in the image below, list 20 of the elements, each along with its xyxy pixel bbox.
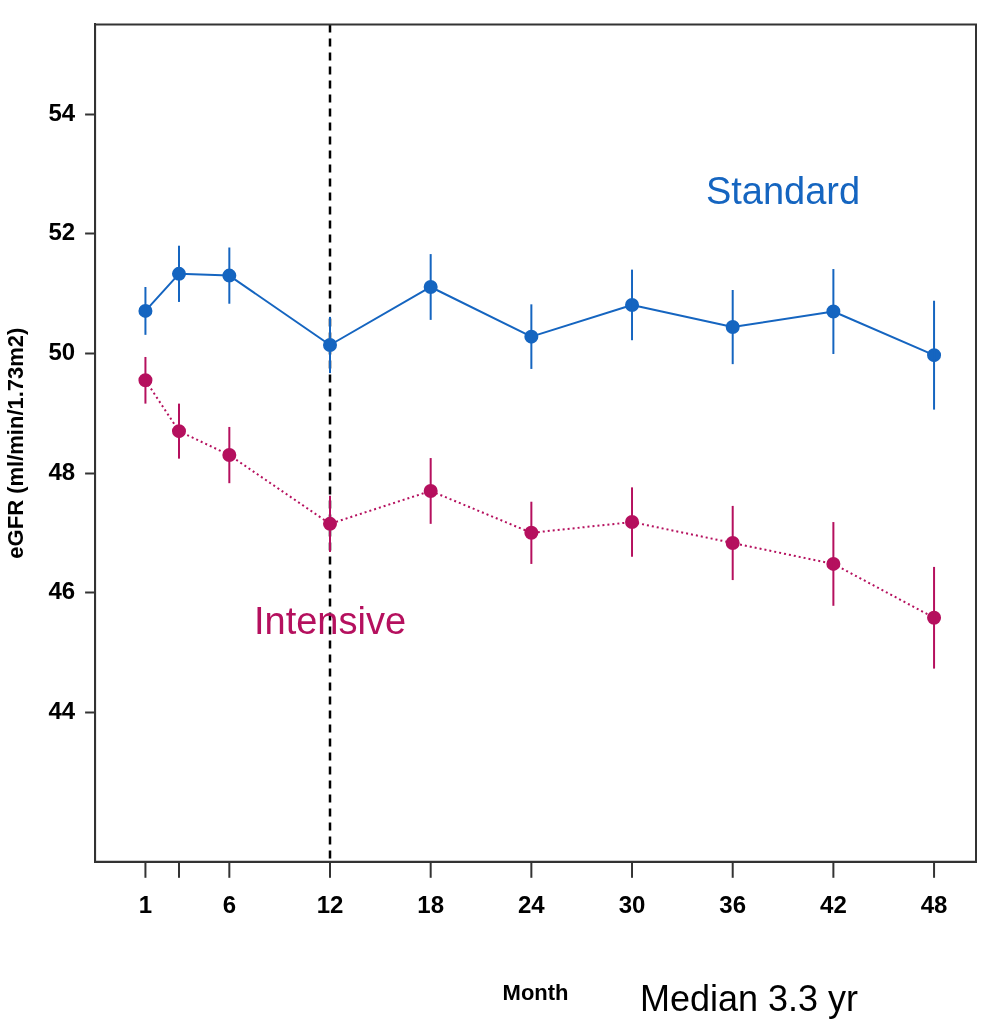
y-axis-title: eGFR (ml/min/1.73m2): [3, 327, 29, 559]
y-tick-label: 46: [48, 577, 76, 605]
x-tick-label: 24: [518, 890, 546, 918]
x-tick-label: 1: [138, 890, 153, 918]
text: Median 3.3 yr: [640, 978, 859, 1019]
y-tick-label: 54: [48, 98, 76, 126]
x-tick-label: 36: [719, 890, 747, 918]
x-tick-label: 18: [417, 890, 445, 918]
x-tick-label: 6: [222, 890, 237, 918]
x-tick-label: 42: [820, 890, 847, 918]
y-tick-label: 48: [48, 457, 76, 485]
x-tick-label: 12: [316, 890, 344, 918]
y-tick-label: 50: [48, 338, 76, 365]
y-tick-label: 44: [48, 696, 76, 724]
x-tick-label: 48: [920, 890, 948, 918]
text: Standard: [705, 170, 861, 213]
x-tick-label: 30: [618, 890, 646, 918]
text: Intensive: [253, 600, 407, 643]
x-axis-title: Month: [502, 979, 569, 1005]
y-tick-label: 52: [48, 218, 76, 246]
